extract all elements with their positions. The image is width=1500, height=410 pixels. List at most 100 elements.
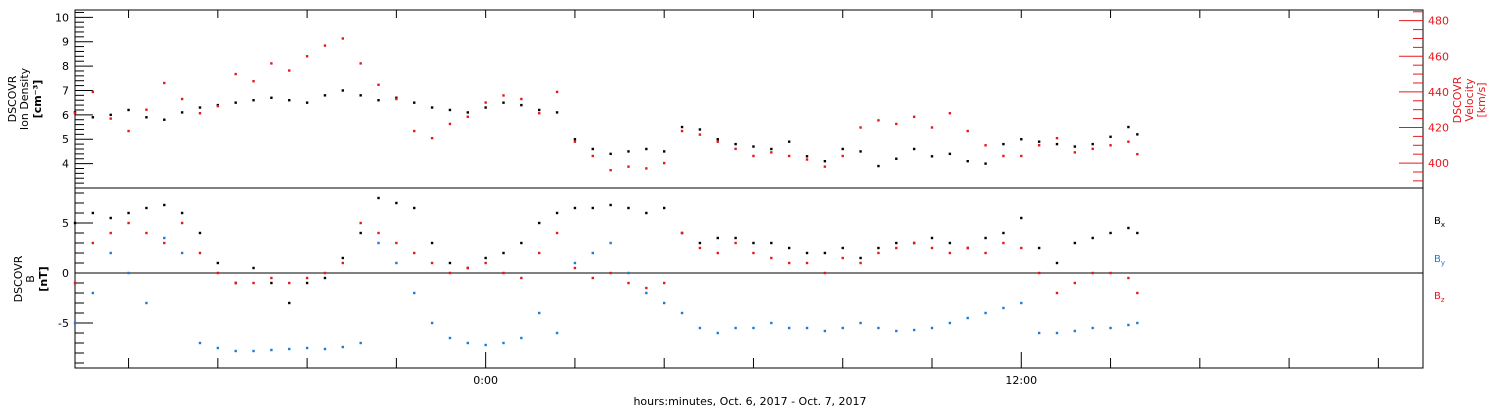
velocity-tick-label: 460: [1428, 50, 1449, 63]
top-density-point: [305, 101, 309, 104]
b-bx-point: [109, 216, 112, 220]
b-by-point: [359, 341, 362, 345]
top-velocity-point: [841, 154, 844, 158]
b-bz-point: [877, 251, 880, 255]
top-velocity-point: [520, 97, 523, 101]
b-bz-point: [538, 251, 541, 255]
b-bx-point: [573, 206, 577, 210]
b-by-point: [770, 321, 773, 325]
top-velocity-point: [180, 97, 184, 101]
b-field-points: [73, 196, 1139, 353]
b-bz-point: [413, 251, 416, 255]
top-velocity-point: [73, 112, 77, 115]
b-bx-point: [627, 206, 630, 210]
time-axis-ticks: 0:00 12:00: [128, 10, 1379, 387]
b-by-point: [698, 326, 702, 330]
b-bz-point: [377, 231, 380, 235]
b-bz-point: [1136, 291, 1139, 295]
top-density-point: [1127, 125, 1130, 129]
b-by-point: [877, 326, 880, 330]
top-velocity-point: [252, 80, 255, 83]
b-by-point: [627, 271, 630, 275]
top-density-point: [270, 96, 273, 99]
b-bz-point: [520, 276, 523, 280]
b-by-point: [591, 251, 594, 255]
top-density-point: [520, 103, 523, 107]
b-by-point: [430, 321, 434, 325]
top-panel-frame: [74, 9, 1424, 189]
top-velocity-point: [430, 136, 434, 140]
b-bx-point: [216, 261, 220, 265]
velocity-tick-label: 440: [1428, 86, 1449, 99]
b-bz-point: [252, 281, 255, 285]
b-bx-point: [1091, 236, 1094, 240]
magnetic-field-panel: DSCOVR B [nT] -5 0 5 0:00 12:00 Bx By Bz: [12, 10, 1445, 387]
b-bz-point: [591, 276, 594, 280]
b-bz-point: [466, 266, 469, 270]
top-density-point: [91, 116, 95, 119]
b-bx-point: [1055, 261, 1059, 265]
b-bx-point: [252, 266, 255, 270]
density-title-line-3: [cm⁻³]: [31, 80, 44, 119]
b-bz-point: [966, 246, 969, 250]
b-bz-point: [645, 286, 648, 290]
b-by-point: [645, 291, 648, 295]
top-density-point: [1037, 140, 1041, 143]
top-velocity-point: [573, 140, 577, 143]
legend-by: By: [1434, 254, 1445, 267]
top-density-point: [288, 99, 291, 102]
top-density-point: [341, 89, 345, 92]
b-by-point: [966, 316, 969, 320]
b-bx-point: [859, 256, 862, 260]
b-by-point: [484, 343, 487, 347]
b-bx-point: [1073, 241, 1077, 245]
b-by-point: [609, 241, 612, 245]
b-by-point: [341, 345, 345, 349]
top-density-point: [805, 155, 809, 158]
b-bz-point: [234, 281, 237, 285]
b-by-point: [109, 251, 112, 255]
b-by-point: [520, 336, 523, 340]
density-tick-label: 8: [62, 60, 69, 73]
top-velocity-point: [698, 133, 702, 136]
b-bz-point: [198, 251, 202, 255]
top-velocity-point: [752, 154, 755, 158]
b-bx-point: [163, 203, 166, 207]
top-velocity-point: [895, 122, 898, 126]
b-bx-point: [984, 236, 987, 240]
b-by-point: [859, 321, 862, 325]
top-velocity-point: [377, 83, 380, 86]
top-density-point: [323, 94, 327, 97]
b-bz-point: [734, 241, 737, 245]
top-density-point: [698, 128, 702, 131]
b-bx-point: [1136, 231, 1139, 235]
b-bx-point: [413, 206, 416, 210]
top-density-point: [591, 147, 594, 151]
top-velocity-point: [716, 140, 719, 143]
top-density-point: [680, 125, 684, 129]
b-by-point: [145, 301, 148, 305]
b-bx-point: [805, 251, 809, 255]
top-density-point: [662, 150, 666, 153]
b-bz-point: [698, 246, 702, 250]
top-density-point: [1073, 145, 1077, 148]
b-bz-point: [127, 221, 130, 225]
b-bx-point: [895, 241, 898, 245]
b-bx-point: [1109, 231, 1112, 235]
top-velocity-point: [484, 101, 487, 104]
b-bx-point: [323, 276, 327, 280]
top-velocity-point: [734, 147, 737, 151]
b-by-point: [180, 251, 184, 255]
top-density-point: [448, 108, 452, 112]
b-bz-point: [859, 261, 862, 265]
top-velocity-point: [413, 129, 416, 133]
top-velocity-point: [1073, 151, 1077, 154]
b-bx-point: [734, 236, 737, 240]
time-tick-label: 12:00: [1005, 374, 1037, 387]
velocity-tick-label: 480: [1428, 15, 1449, 28]
b-bz-point: [716, 251, 719, 255]
density-tick-label: 7: [62, 84, 69, 97]
top-density-point: [555, 111, 559, 114]
top-velocity-point: [91, 90, 95, 94]
